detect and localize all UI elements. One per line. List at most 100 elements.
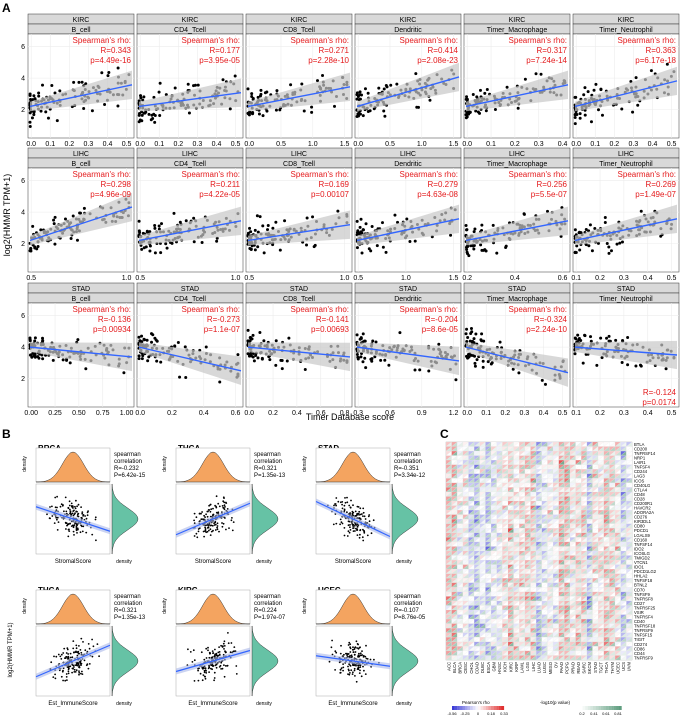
estimate-stat-line1: spearman xyxy=(254,594,281,600)
x-tick-label: 0.3 xyxy=(619,410,629,417)
scatter-point xyxy=(275,89,279,93)
estimate-point xyxy=(346,654,348,656)
estimate-point xyxy=(80,637,83,640)
facet-cancer-label: KIRC xyxy=(400,17,417,24)
estimate-point xyxy=(359,533,361,536)
estimate-point xyxy=(230,642,233,644)
r-value-label: R=0.317 xyxy=(537,46,568,55)
scatter-point xyxy=(260,356,264,360)
scatter-point xyxy=(52,222,56,226)
estimate-stat-line2: correlation xyxy=(394,601,422,607)
estimate-point xyxy=(55,516,58,519)
scatter-point xyxy=(578,248,582,252)
estimate-point xyxy=(66,679,68,681)
estimate-point xyxy=(362,507,365,510)
estimate-point xyxy=(210,508,213,511)
estimate-r-value: R=0.321 xyxy=(254,466,278,472)
estimate-point xyxy=(223,504,226,507)
scatter-point xyxy=(620,361,624,365)
scatter-point xyxy=(516,106,520,110)
estimate-r-value: R=-0.107 xyxy=(394,608,420,614)
r-value-label: R=0.177 xyxy=(210,46,241,55)
scatter-point xyxy=(603,221,607,225)
side-density-curve xyxy=(251,483,279,555)
estimate-point xyxy=(187,648,189,651)
scatter-point xyxy=(582,93,586,97)
estimate-point xyxy=(73,534,75,536)
scatter-point xyxy=(69,237,73,241)
scatter-point xyxy=(140,334,144,338)
y-tick-label: 4 xyxy=(21,76,25,83)
scatter-point xyxy=(475,358,479,362)
estimate-point xyxy=(364,673,367,675)
estimate-point xyxy=(213,671,216,674)
x-tick-label: 0.8 xyxy=(340,410,350,417)
estimate-point xyxy=(204,677,207,680)
density-axis-label: density xyxy=(302,598,308,614)
estimate-point xyxy=(339,671,342,674)
estimate-point xyxy=(66,647,69,649)
p-value-label: p=5.5e-07 xyxy=(531,190,568,199)
scatter-point xyxy=(359,355,363,359)
estimate-point xyxy=(352,525,355,527)
p-value-label: p=4.22e-05 xyxy=(199,190,240,199)
estimate-point xyxy=(230,519,233,522)
estimate-point xyxy=(208,504,211,507)
estimate-point xyxy=(355,640,358,643)
scatter-point xyxy=(158,113,162,117)
estimate-point xyxy=(84,515,86,517)
heatmap-cells xyxy=(445,441,633,661)
density-axis-label: density xyxy=(162,598,168,614)
estimate-point xyxy=(352,651,355,653)
estimate-point xyxy=(212,652,214,655)
estimate-point xyxy=(212,507,214,510)
estimate-point xyxy=(86,511,89,514)
scatter-point xyxy=(246,231,250,235)
estimate-point xyxy=(217,511,220,514)
estimate-point xyxy=(354,675,356,677)
estimate-point xyxy=(364,518,367,520)
r-value-label: R=0.298 xyxy=(101,180,132,189)
scatter-point xyxy=(76,338,80,342)
facet-cell-label: Timer_Neutrophil xyxy=(599,161,653,168)
x-tick-label: 0.5 xyxy=(667,275,677,282)
estimate-point xyxy=(349,664,352,667)
scatter-point xyxy=(479,243,483,247)
scatter-point xyxy=(247,113,251,117)
x-tick-label: 0.1 xyxy=(486,141,496,148)
estimate-point xyxy=(348,531,351,534)
estimate-point xyxy=(362,665,364,668)
estimate-point xyxy=(206,530,209,533)
estimate-point xyxy=(65,652,68,654)
x-tick-label: 0.0 xyxy=(26,141,36,148)
estimate-point xyxy=(332,523,335,526)
scatter-point xyxy=(486,360,490,364)
scatter-point xyxy=(29,246,33,250)
estimate-point xyxy=(350,669,353,672)
scatter-point xyxy=(52,218,56,222)
estimate-point xyxy=(64,657,66,659)
regression-line xyxy=(247,86,351,108)
spearman-label: Spearman's rho: xyxy=(291,36,349,45)
estimate-point xyxy=(73,651,75,654)
x-tick-label: 1.0 xyxy=(122,275,132,282)
estimate-point xyxy=(46,513,48,516)
scatter-point xyxy=(140,119,144,123)
estimate-point xyxy=(201,679,204,682)
facet-cancer-label: KIRC xyxy=(73,17,90,24)
panel-label-a: A xyxy=(2,1,11,15)
estimate-point xyxy=(233,646,236,648)
scatter-point xyxy=(28,93,32,97)
scatter-point xyxy=(221,78,225,82)
scatter-point xyxy=(469,353,473,357)
estimate-point xyxy=(59,505,62,508)
estimate-point xyxy=(343,504,346,507)
x-tick-label: 0.5 xyxy=(231,141,241,148)
estimate-point xyxy=(354,647,356,649)
estimate-point xyxy=(98,655,100,658)
estimate-point xyxy=(197,669,200,672)
scatter-point xyxy=(32,94,36,98)
estimate-p-value: P=1.35e-13 xyxy=(114,615,146,621)
